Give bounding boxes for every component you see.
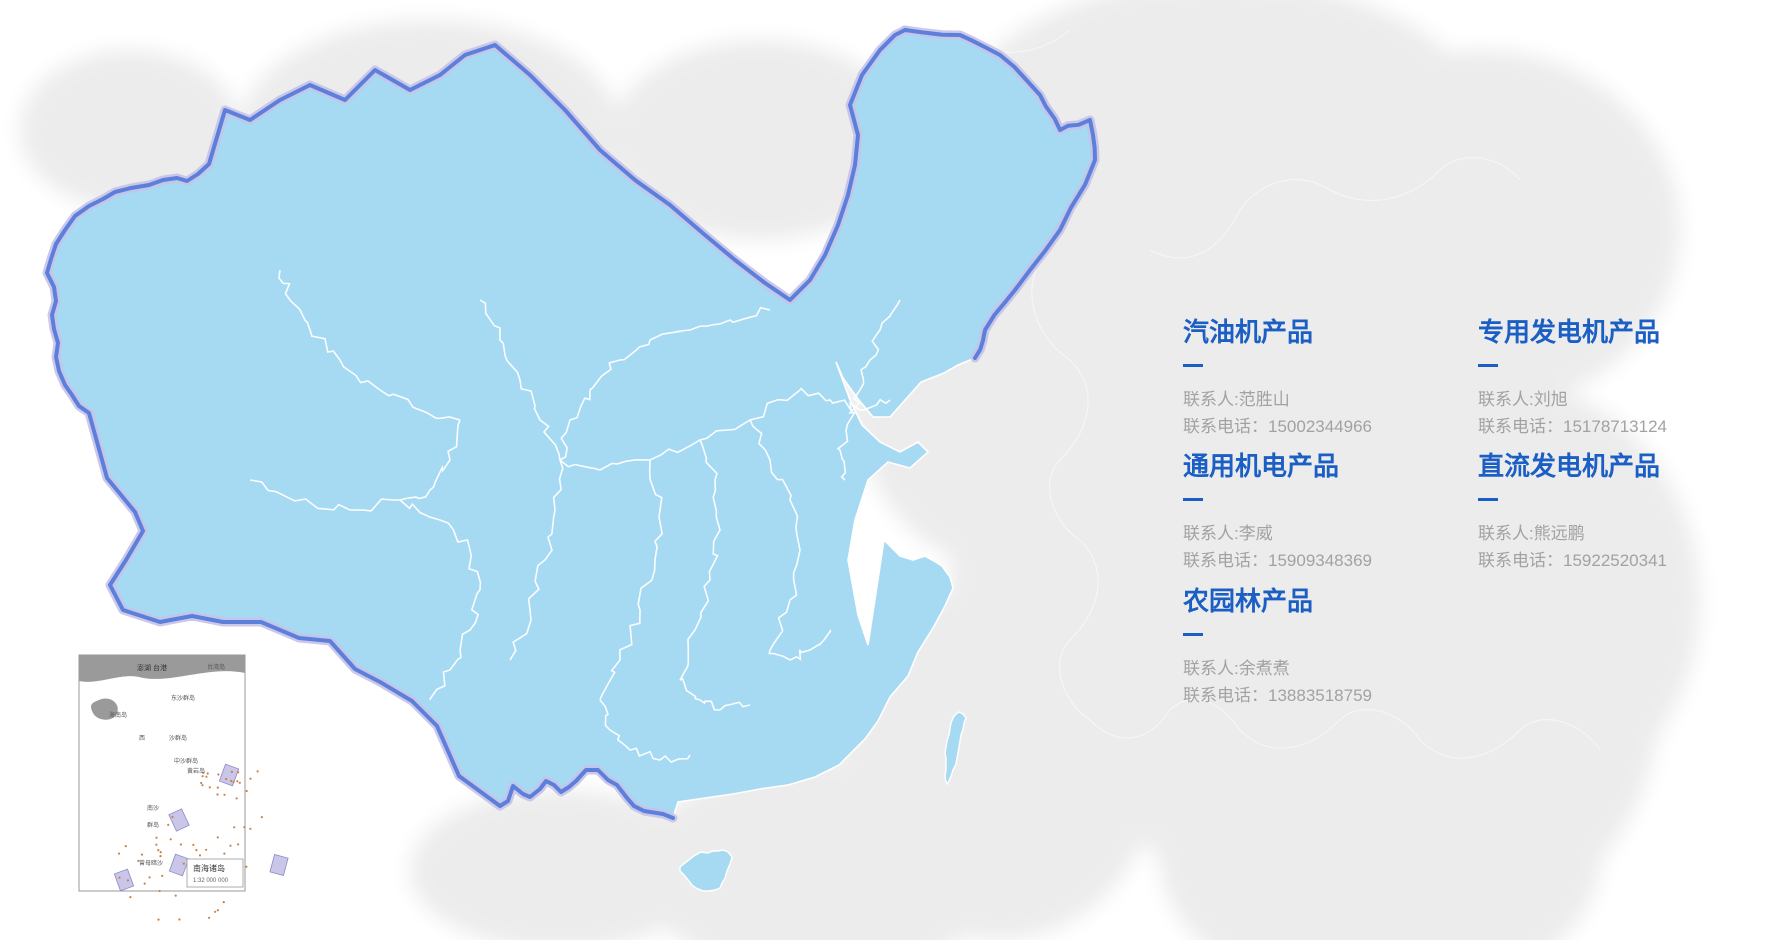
svg-text:南海诸岛: 南海诸岛 [193, 863, 225, 873]
svg-text:曾母暗沙: 曾母暗沙 [139, 859, 163, 867]
svg-text:黄岩岛: 黄岩岛 [187, 767, 205, 775]
svg-text:东沙群岛: 东沙群岛 [171, 694, 195, 702]
svg-text:中沙群岛: 中沙群岛 [174, 757, 198, 765]
svg-text:澎湖 台港: 澎湖 台港 [137, 663, 167, 672]
svg-text:海南岛: 海南岛 [109, 711, 127, 719]
svg-text:台湾岛: 台湾岛 [207, 663, 225, 671]
svg-text:南沙: 南沙 [147, 804, 159, 812]
svg-text:群岛: 群岛 [147, 821, 159, 829]
svg-text:1:32 000 000: 1:32 000 000 [193, 878, 229, 884]
